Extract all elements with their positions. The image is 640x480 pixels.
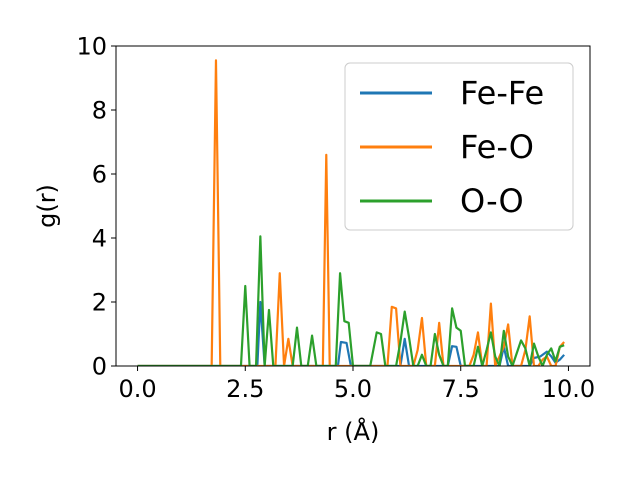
x-tick-label: 0.0	[118, 375, 156, 403]
x-tick-label: 7.5	[442, 375, 480, 403]
legend-label: Fe-Fe	[460, 74, 544, 112]
y-axis-label: g(r)	[33, 184, 61, 228]
y-tick-label: 2	[92, 289, 107, 317]
x-tick-label: 2.5	[226, 375, 264, 403]
legend: Fe-Fe Fe-O O-O	[344, 62, 574, 231]
ticks-layer: 0.0 2.5 5.0 7.5 10.0 0 2 4 6 8 10	[76, 33, 595, 404]
legend-frame	[344, 62, 574, 231]
legend-label: Fe-O	[460, 128, 534, 166]
x-axis-label: r (Å)	[327, 417, 380, 446]
x-tick-label: 5.0	[334, 375, 372, 403]
y-tick-label: 0	[92, 353, 107, 381]
y-tick-label: 6	[92, 161, 107, 189]
series-line-o-o	[137, 235, 565, 366]
series-line-fe-fe	[137, 300, 565, 366]
x-tick-label: 10.0	[542, 375, 595, 403]
y-tick-label: 10	[76, 33, 107, 61]
series-layer	[137, 59, 565, 366]
y-tick-label: 4	[92, 225, 107, 253]
legend-label: O-O	[460, 182, 524, 220]
y-tick-label: 8	[92, 97, 107, 125]
